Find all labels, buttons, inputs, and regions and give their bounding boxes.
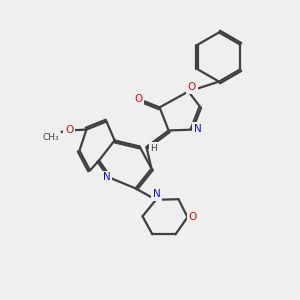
Text: CH₃: CH₃ <box>43 133 59 142</box>
Text: N: N <box>153 189 160 200</box>
Text: O: O <box>189 212 197 222</box>
Text: O: O <box>188 82 196 92</box>
Text: H: H <box>150 144 157 153</box>
Text: N: N <box>103 172 111 182</box>
Text: O: O <box>65 125 73 135</box>
Text: O: O <box>134 94 143 104</box>
Text: N: N <box>194 124 202 134</box>
